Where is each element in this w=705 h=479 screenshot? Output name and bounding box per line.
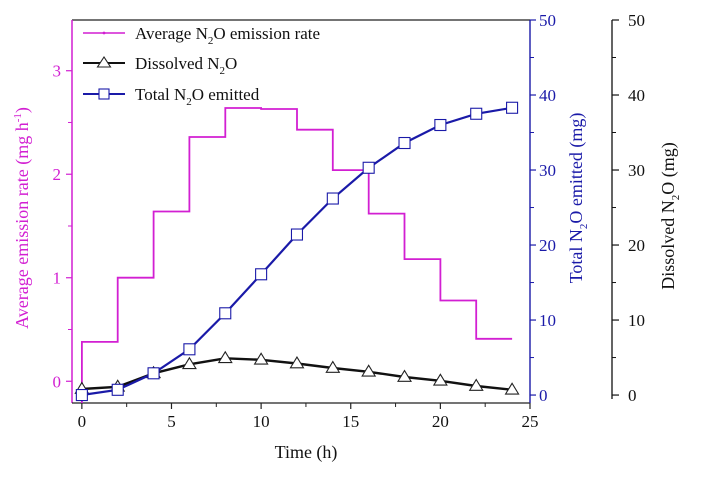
right-outer-y-axis: 0 10 20 30 40 50 (611, 11, 645, 405)
triangle-marker (432, 373, 448, 386)
ro-label-sub: 2 (670, 195, 682, 201)
right-inner-tick-label: 10 (539, 311, 556, 330)
left-label-sup: -1 (12, 113, 24, 122)
legend-label-post: O emission rate (213, 24, 320, 43)
left-y-axis-label: Average emission rate (mg h-1) (12, 107, 33, 329)
square-marker (111, 383, 124, 396)
series-average-n2o-emission-rate (81, 107, 513, 403)
square-marker (362, 161, 375, 174)
legend-label-pre: Average N (135, 24, 208, 43)
right-outer-tick-label: 40 (628, 86, 645, 105)
legend-label: Dissolved N2O (135, 54, 237, 77)
triangle-marker (397, 369, 412, 382)
legend-item: Average N2O emission rate (83, 24, 320, 47)
square-marker (398, 136, 411, 150)
legend-dot-marker (102, 31, 106, 35)
x-tick-label: 15 (342, 412, 359, 431)
x-tick-label: 0 (78, 412, 87, 431)
square-marker (470, 107, 483, 120)
left-tick-label: 3 (53, 62, 62, 81)
right-inner-y-axis: 0 10 20 30 40 50 (529, 11, 556, 405)
right-outer-tick-label: 50 (628, 11, 645, 30)
right-inner-tick-label: 20 (539, 236, 556, 255)
legend-item: Total N2O emitted (83, 85, 260, 108)
legend-triangle-marker (96, 55, 112, 68)
series-layer (74, 101, 520, 403)
left-tick-label: 0 (53, 372, 62, 391)
series-total-n2o-emitted (75, 101, 519, 402)
legend-label-post: O emitted (192, 85, 260, 104)
legend-label-pre: Total N (135, 85, 186, 104)
right-inner-tick-label: 40 (539, 86, 556, 105)
triangle-marker (361, 364, 377, 377)
x-axis-label: Time (h) (275, 442, 338, 463)
triangle-marker (181, 356, 197, 370)
left-label-end: ) (12, 107, 33, 113)
square-marker (326, 192, 339, 205)
left-tick-label: 2 (53, 165, 62, 184)
left-y-axis: 0 1 2 3 (53, 20, 73, 403)
triangle-marker (289, 355, 305, 369)
legend-label-post: O (225, 54, 237, 73)
right-outer-y-axis-label: Dissolved N2O (mg) (658, 142, 682, 290)
square-marker (290, 228, 304, 241)
right-inner-tick-label: 50 (539, 11, 556, 30)
square-marker (147, 367, 160, 380)
square-marker (506, 101, 519, 114)
square-marker (255, 268, 268, 281)
legend-label-sub: 2 (208, 35, 214, 47)
legend-item: Dissolved N2O (83, 54, 237, 77)
triangle-marker (217, 350, 233, 364)
right-inner-tick-label: 30 (539, 161, 556, 180)
left-tick-label: 1 (53, 269, 62, 288)
legend-label-sub: 2 (220, 65, 226, 77)
x-tick-label: 5 (167, 412, 176, 431)
square-marker (183, 343, 196, 356)
legend-label-sub: 2 (186, 96, 192, 108)
ri-label-pre: Total N (566, 229, 586, 283)
triangle-marker (504, 382, 520, 395)
square-marker (434, 118, 447, 132)
triangle-marker (468, 378, 484, 391)
right-inner-y-axis-label: Total N2O emitted (mg) (566, 113, 590, 284)
legend-square-marker (98, 88, 110, 100)
right-outer-tick-label: 0 (628, 386, 637, 405)
legend-label-pre: Dissolved N (135, 54, 220, 73)
left-label-main: Average emission rate (mg h (12, 122, 33, 329)
square-marker (75, 388, 88, 402)
x-axis: 0 5 10 15 20 25 (72, 402, 539, 431)
step-line (81, 107, 513, 403)
x-tick-label: 20 (432, 412, 449, 431)
ri-label-post: O emitted (mg) (566, 113, 587, 224)
ri-label-sub: 2 (578, 224, 590, 230)
right-outer-tick-label: 30 (628, 161, 645, 180)
ro-label-pre: Dissolved N (658, 200, 678, 290)
x-tick-label: 25 (522, 412, 539, 431)
x-tick-label: 10 (253, 412, 270, 431)
right-outer-tick-label: 20 (628, 236, 645, 255)
legend-label: Total N2O emitted (135, 85, 260, 108)
square-marker (219, 307, 232, 320)
right-outer-tick-label: 10 (628, 311, 645, 330)
right-inner-tick-label: 0 (539, 386, 548, 405)
triangle-marker (253, 352, 269, 365)
ro-label-post: O (mg) (658, 142, 679, 195)
triangle-marker (325, 360, 341, 373)
legend-label: Average N2O emission rate (135, 24, 320, 47)
